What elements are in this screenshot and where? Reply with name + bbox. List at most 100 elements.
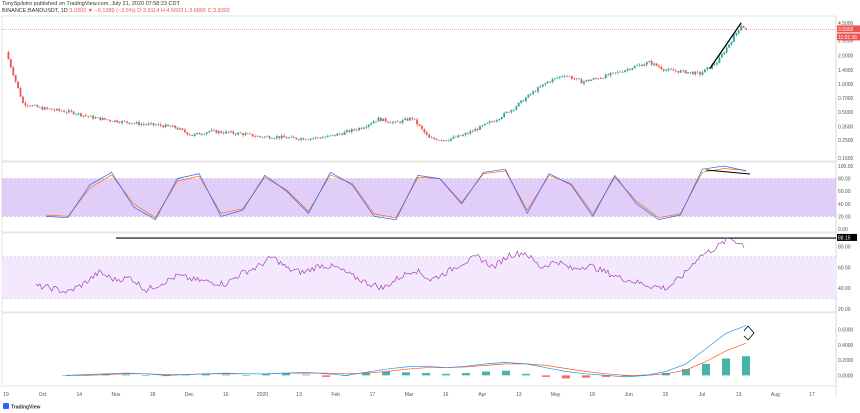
time-tick-label: 16 bbox=[443, 392, 449, 398]
candle-body bbox=[505, 111, 508, 113]
candle-body bbox=[580, 79, 583, 84]
candle-body bbox=[96, 117, 99, 118]
candle-body bbox=[326, 135, 329, 138]
candle-body bbox=[653, 63, 656, 65]
candle-body bbox=[244, 133, 247, 136]
candle-body bbox=[527, 94, 530, 98]
candle-body bbox=[638, 64, 641, 66]
candle-body bbox=[556, 77, 559, 79]
time-tick-label: Aug bbox=[771, 392, 780, 398]
candle-body bbox=[109, 119, 111, 122]
macd-tick-label: 0.2000 bbox=[838, 358, 854, 364]
candle-body bbox=[251, 133, 254, 137]
time-tick-label: 16 bbox=[223, 392, 229, 398]
time-tick-label: 13 bbox=[516, 392, 522, 398]
macd-histogram-bar bbox=[642, 374, 650, 376]
candle-body bbox=[551, 79, 554, 82]
candle-body bbox=[31, 105, 34, 107]
macd-histogram-bar bbox=[202, 373, 210, 376]
candle-body bbox=[106, 119, 109, 121]
candle-body bbox=[631, 68, 634, 70]
price-tick-label: 0.3500 bbox=[838, 124, 854, 130]
candle-body bbox=[520, 100, 522, 103]
candle-body bbox=[711, 64, 714, 69]
time-tick-label: May bbox=[551, 392, 561, 398]
macd-histogram-bar bbox=[82, 374, 90, 376]
stoch-tick-label: 20.00 bbox=[838, 214, 851, 220]
candle-body bbox=[208, 131, 211, 133]
time-tick-label: 13 bbox=[736, 392, 742, 398]
candle-body bbox=[111, 121, 114, 122]
symbol-line: BINANCE:BANDUSDT, 1D 3.0302 ▼ −0.1389 (−… bbox=[2, 8, 230, 14]
candle-body bbox=[302, 138, 305, 140]
candle-body bbox=[370, 123, 373, 125]
candle-body bbox=[34, 105, 36, 106]
candle-body bbox=[462, 134, 464, 137]
candle-body bbox=[541, 84, 544, 87]
candle-body bbox=[737, 30, 740, 33]
candle-body bbox=[138, 122, 140, 125]
candle-body bbox=[104, 118, 107, 120]
candle-body bbox=[406, 118, 409, 121]
candle-body bbox=[152, 123, 155, 126]
candle-body bbox=[621, 71, 624, 73]
macd-histogram-bar bbox=[402, 372, 410, 376]
candle-body bbox=[203, 133, 206, 135]
time-tick-label: 18 bbox=[589, 392, 595, 398]
candle-body bbox=[660, 67, 663, 70]
stoch-tick-label: 40.00 bbox=[838, 202, 851, 208]
macd-histogram-bar bbox=[502, 370, 510, 376]
price-tick-label: 0.1600 bbox=[838, 156, 854, 162]
time-tick-label: Jul bbox=[699, 392, 705, 398]
candle-body bbox=[9, 59, 12, 68]
candle-body bbox=[200, 134, 203, 135]
candle-body bbox=[392, 122, 394, 124]
candle-body bbox=[87, 115, 90, 117]
candle-body bbox=[583, 81, 585, 84]
macd-histogram-bar bbox=[522, 373, 530, 376]
candle-body bbox=[145, 124, 148, 125]
candle-body bbox=[568, 76, 571, 77]
candle-body bbox=[500, 117, 503, 120]
candle-body bbox=[517, 102, 520, 107]
candle-body bbox=[636, 65, 639, 67]
candle-body bbox=[191, 135, 194, 136]
candle-body bbox=[488, 121, 491, 123]
candle-body bbox=[525, 97, 527, 102]
candle-body bbox=[254, 136, 256, 138]
rsi-current-tag-label: 88.15 bbox=[838, 235, 851, 241]
candle-body bbox=[65, 112, 68, 113]
macd-histogram-bar bbox=[242, 375, 250, 376]
candle-body bbox=[341, 133, 344, 135]
price-tick-label: 0.7000 bbox=[838, 96, 854, 102]
candle-body bbox=[437, 140, 440, 141]
candle-body bbox=[454, 136, 457, 138]
candle-body bbox=[399, 121, 402, 123]
candle-body bbox=[263, 136, 266, 138]
candle-body bbox=[696, 71, 699, 73]
macd-line bbox=[65, 325, 747, 378]
candle-body bbox=[389, 122, 392, 124]
candle-body bbox=[619, 71, 622, 73]
countdown-tag bbox=[837, 33, 860, 41]
candle-body bbox=[319, 137, 322, 139]
time-tick-label: Jun bbox=[625, 392, 633, 398]
macd-histogram-bar bbox=[682, 369, 690, 376]
candle-body bbox=[607, 74, 610, 76]
candle-body bbox=[677, 71, 680, 73]
candle-body bbox=[662, 69, 665, 71]
candle-body bbox=[687, 72, 689, 74]
candle-body bbox=[379, 117, 382, 122]
candle-body bbox=[694, 71, 697, 75]
candle-body bbox=[534, 91, 537, 92]
time-tick-label: 19 bbox=[3, 392, 9, 398]
rsi-line bbox=[35, 237, 745, 294]
candle-body bbox=[358, 127, 360, 131]
candle-body bbox=[382, 118, 385, 122]
candle-body bbox=[512, 109, 515, 111]
price-frame bbox=[1, 15, 837, 162]
macd-histogram-bar bbox=[542, 375, 550, 377]
candle-body bbox=[421, 125, 423, 129]
candle-body bbox=[198, 132, 201, 135]
candle-body bbox=[665, 70, 668, 71]
